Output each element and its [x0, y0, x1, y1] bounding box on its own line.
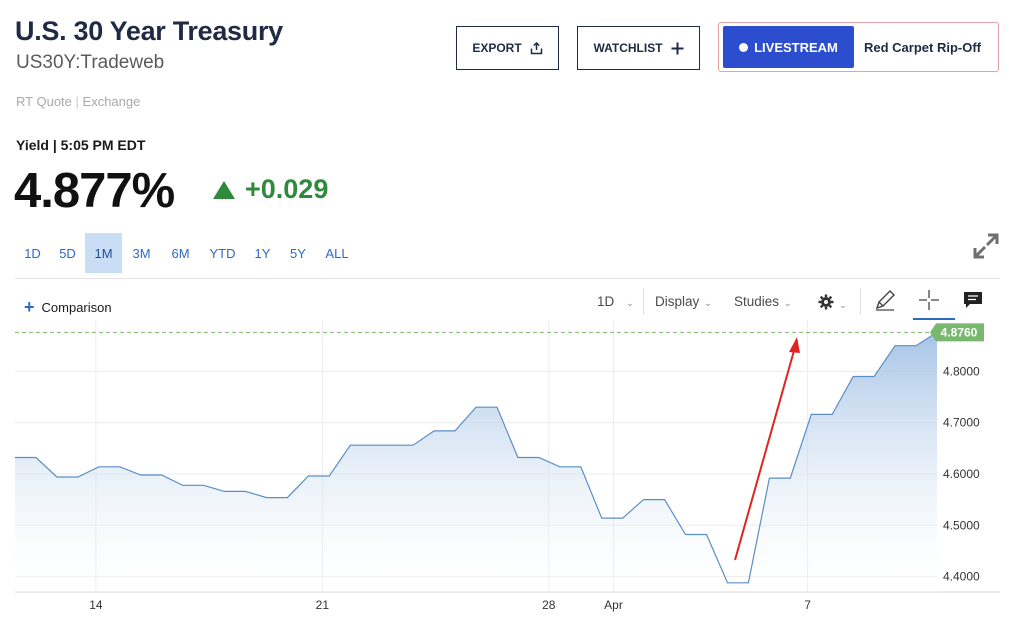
y-tick-label: 4.7000 [943, 416, 980, 430]
last-value-label: 4.8760 [941, 325, 978, 339]
watchlist-button[interactable]: WATCHLIST [577, 26, 700, 70]
draw-pencil-icon[interactable] [873, 288, 899, 314]
ticker-symbol: US30Y:Tradeweb [16, 52, 165, 73]
crosshair-active-indicator [913, 318, 955, 320]
expand-icon[interactable] [972, 232, 1000, 260]
range-tab-5d[interactable]: 5D [59, 245, 76, 261]
range-tab-1y[interactable]: 1Y [254, 245, 271, 261]
red-arrow-annotation [734, 337, 800, 561]
time-range-tabs: 1D 5D 1M 3M 6M YTD 1Y 5Y ALL [15, 233, 358, 273]
interval-dropdown[interactable]: 1D ⌄ [597, 294, 634, 309]
gear-icon [818, 294, 834, 313]
livestream-button[interactable]: LIVESTREAM [723, 26, 854, 68]
display-dropdown[interactable]: Display ⌄ [655, 294, 712, 309]
export-label: EXPORT [472, 41, 522, 55]
plus-icon [671, 42, 684, 55]
toolbar-divider [15, 278, 1000, 279]
studies-label: Studies [734, 294, 780, 309]
studies-dropdown[interactable]: Studies ⌄ [734, 294, 792, 309]
yield-chart: 4.4000 4.5000 4.6000 4.7000 4.8000 14 21 28 Apr… [15, 320, 1000, 612]
red-arrow-head [789, 337, 800, 353]
x-tick-label: 28 [542, 598, 556, 612]
quote-separator: | [75, 94, 79, 109]
interval-label: 1D [597, 294, 615, 309]
range-tab-all[interactable]: ALL [325, 245, 349, 261]
yield-timestamp: Yield | 5:05 PM EDT [16, 137, 146, 153]
range-tab-ytd[interactable]: YTD [209, 245, 236, 261]
quote-source: RT Quote | Exchange [16, 94, 140, 109]
range-tab-5y[interactable]: 5Y [290, 245, 306, 261]
range-tab-1d[interactable]: 1D [24, 245, 41, 261]
y-tick-label: 4.5000 [943, 518, 980, 532]
series-area [15, 332, 937, 592]
series-line [15, 331, 938, 584]
display-label: Display [655, 294, 700, 309]
export-button[interactable]: EXPORT [456, 26, 559, 70]
livestream-show-title[interactable]: Red Carpet Rip-Off [864, 39, 981, 55]
share-icon [530, 41, 543, 55]
last-price: 4.877% [14, 164, 175, 218]
price-change: +0.029 [213, 174, 328, 205]
toolbar-separator [860, 288, 861, 314]
x-axis-labels: 14 21 28 Apr 7 [89, 598, 811, 612]
settings-dropdown[interactable]: ⌄ [818, 294, 847, 313]
red-arrow-shaft [734, 339, 798, 561]
chevron-down-icon: ⌄ [839, 300, 847, 310]
y-tick-label: 4.6000 [943, 467, 980, 481]
comparison-label: Comparison [41, 300, 112, 315]
livestream-widget: LIVESTREAM Red Carpet Rip-Off [718, 22, 999, 72]
chevron-down-icon: ⌄ [784, 298, 792, 308]
range-tab-6m[interactable]: 6M [171, 245, 190, 261]
x-tick-label: 14 [89, 598, 103, 612]
comparison-button[interactable]: + Comparison [24, 297, 112, 318]
chevron-down-icon: ⌄ [626, 298, 634, 308]
toolbar-separator [643, 288, 644, 314]
quote-type: RT Quote [16, 94, 72, 109]
x-tick-label: Apr [604, 598, 623, 612]
comment-icon[interactable] [961, 288, 987, 314]
range-tab-3m[interactable]: 3M [132, 245, 151, 261]
crosshair-icon[interactable] [917, 288, 943, 314]
y-tick-label: 4.8000 [943, 364, 980, 378]
live-dot-icon [739, 42, 749, 52]
last-value-badge: 4.8760 [930, 323, 984, 342]
livestream-label: LIVESTREAM [754, 39, 838, 55]
x-tick-label: 21 [316, 598, 330, 612]
y-axis-labels: 4.4000 4.5000 4.6000 4.7000 4.8000 [943, 364, 980, 583]
x-tick-label: 7 [804, 598, 811, 612]
chevron-down-icon: ⌄ [704, 298, 712, 308]
last-value-badge-shape [930, 323, 984, 342]
up-arrow-icon [213, 180, 235, 199]
change-value: +0.029 [245, 174, 329, 204]
watchlist-label: WATCHLIST [593, 41, 663, 55]
y-tick-label: 4.4000 [943, 570, 980, 584]
range-tab-1m[interactable]: 1M [85, 233, 122, 273]
plus-icon: + [24, 297, 35, 317]
quote-exchange: Exchange [82, 94, 141, 109]
page-title: U.S. 30 Year Treasury [15, 16, 283, 46]
